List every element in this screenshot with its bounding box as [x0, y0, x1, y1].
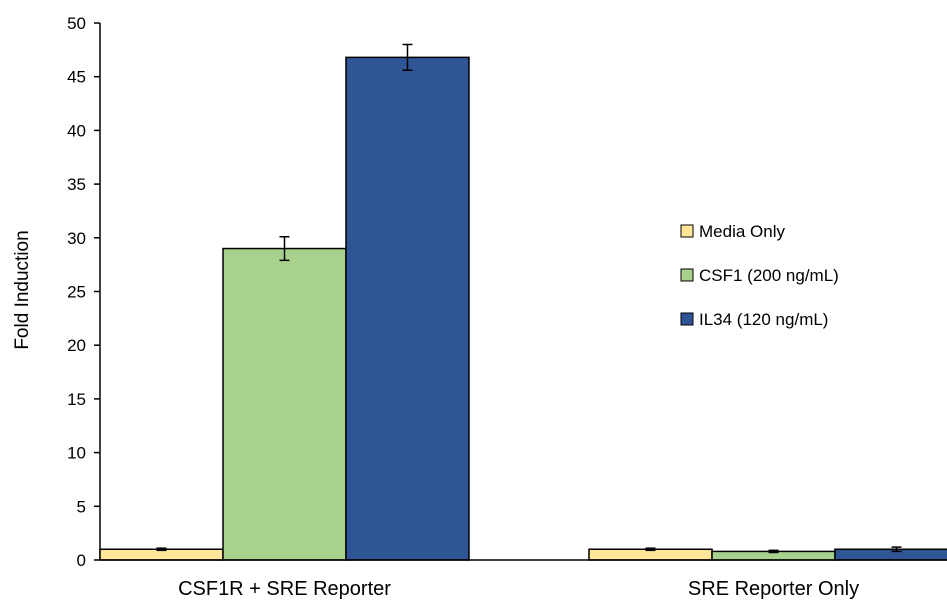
- y-tick-label: 5: [77, 497, 86, 516]
- y-tick-label: 50: [67, 14, 86, 33]
- y-tick-label: 10: [67, 444, 86, 463]
- y-axis: 0 5 10 15 20 25 30 35 40 45 50: [67, 14, 101, 570]
- y-tick-label: 45: [67, 68, 86, 87]
- legend-swatch: [680, 224, 694, 238]
- x-category-label: CSF1R + SRE Reporter: [178, 578, 391, 600]
- y-tick-label: 20: [67, 336, 86, 355]
- legend-swatch: [680, 312, 694, 326]
- bar: [834, 548, 947, 561]
- legend-label: Media Only: [699, 222, 785, 241]
- legend-label: CSF1 (200 ng/mL): [699, 266, 839, 285]
- y-axis-title: Fold Induction: [12, 230, 33, 349]
- legend-label: IL34 (120 ng/mL): [699, 310, 828, 329]
- x-axis: CSF1R + SRE Reporter SRE Reporter Only: [100, 559, 947, 600]
- bar: [222, 247, 347, 561]
- y-tick-label: 25: [67, 283, 86, 302]
- legend-swatch: [680, 268, 694, 282]
- legend: Media Only CSF1 (200 ng/mL) IL34 (120 ng/m…: [680, 222, 839, 329]
- y-tick-label: 30: [67, 229, 86, 248]
- bar: [345, 56, 470, 561]
- y-tick-label: 35: [67, 175, 86, 194]
- y-tick-label: 0: [77, 551, 86, 570]
- y-tick-label: 40: [67, 121, 86, 140]
- bars: [99, 43, 947, 561]
- y-tick-label: 15: [67, 390, 86, 409]
- x-category-label: SRE Reporter Only: [688, 578, 859, 600]
